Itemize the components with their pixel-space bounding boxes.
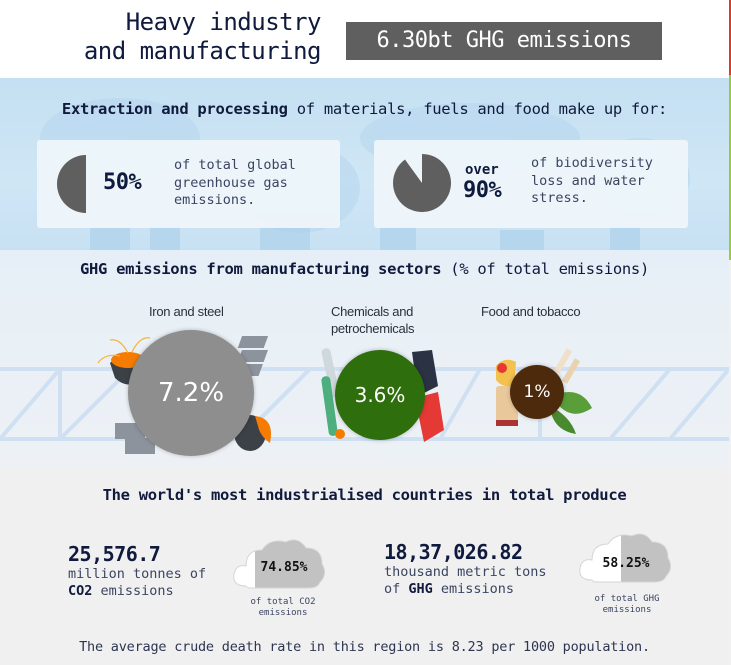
extraction-heading: Extraction and processing of materials, … <box>0 100 729 118</box>
stat-desc-line: loss and water <box>531 172 645 189</box>
co2-total-value: 25,576.7 <box>68 542 161 566</box>
cloud-icon <box>233 539 326 589</box>
desc-line: of GHG emissions <box>384 581 547 598</box>
stat-description: of biodiversity loss and water stress. <box>531 155 653 208</box>
food-tobacco-icon <box>496 348 592 434</box>
sector-label-line: Chemicals and <box>331 304 414 319</box>
ghg-share-value: 58.25% <box>602 556 650 571</box>
ghg-share-cloud: 58.25% <box>578 530 674 590</box>
title-line-2: and manufacturing <box>83 37 322 65</box>
stat-description: of total global greenhouse gas emissions… <box>174 157 296 210</box>
ghg-share-caption: of total GHG emissions <box>584 594 670 616</box>
stat-desc-line: of total global <box>174 157 296 173</box>
desc-line: thousand metric tons <box>384 564 547 580</box>
header: Heavy industry and manufacturing 6.30bt … <box>0 0 729 78</box>
sectors-section: GHG emissions from manufacturing sectors… <box>0 250 729 468</box>
half-pie-chart-icon <box>57 155 86 213</box>
sector-value-food-tobacco: 1% <box>510 365 564 419</box>
stat-desc-line: of biodiversity <box>531 155 653 171</box>
sectors-heading: GHG emissions from manufacturing sectors… <box>0 260 729 278</box>
cloud-icon <box>579 533 672 583</box>
stat-desc-line: emissions. <box>174 192 256 208</box>
extraction-heading-bold: Extraction and processing <box>61 100 288 118</box>
stat-value: 50% <box>103 170 142 195</box>
caption-line: emissions <box>602 605 652 615</box>
industrialised-heading: The world's most industrialised countrie… <box>102 486 627 504</box>
ghg-description: thousand metric tons of GHG emissions <box>384 564 547 597</box>
total-emissions-badge: 6.30bt GHG emissions <box>346 22 662 60</box>
stat-prefix: over <box>465 162 499 178</box>
co2-description: million tonnes of CO2 emissions <box>68 566 206 599</box>
desc-rest: emissions <box>432 580 515 597</box>
page-title: Heavy industry and manufacturing <box>83 8 322 66</box>
death-rate-note: The average crude death rate in this reg… <box>79 639 650 655</box>
caption-line: of total CO2 <box>250 597 316 607</box>
stat-card-biodiversity: over 90% of biodiversity loss and water … <box>374 140 688 228</box>
stat-card-ghg: 50% of total global greenhouse gas emiss… <box>37 140 340 228</box>
sector-value-chemicals: 3.6% <box>335 350 425 440</box>
stat-desc-line: stress. <box>531 190 588 206</box>
sector-label-line: petrochemicals <box>331 321 415 336</box>
stat-desc-line: greenhouse gas <box>174 174 288 191</box>
pie-chart-90-icon <box>393 154 452 212</box>
desc-bold: CO2 <box>68 582 93 599</box>
extraction-heading-rest: of materials, fuels and food make up for… <box>287 100 668 118</box>
stat-value: 90% <box>463 178 502 203</box>
sectors-heading-bold: GHG emissions from manufacturing sectors <box>79 260 442 278</box>
desc-bold: GHG <box>408 580 433 597</box>
co2-share-cloud: 74.85% <box>232 536 328 596</box>
desc-rest: emissions <box>92 582 174 599</box>
desc-pre: of <box>384 580 409 597</box>
sector-label-food-tobacco: Food and tobacco <box>481 304 581 319</box>
caption-line: of total GHG <box>594 594 660 604</box>
caption-line: emissions <box>258 608 308 618</box>
co2-share-caption: of total CO2 emissions <box>238 597 328 619</box>
right-edge-border <box>729 0 731 665</box>
sector-value-iron-steel: 7.2% <box>128 330 254 456</box>
sector-label-chemicals: Chemicals and petrochemicals <box>331 303 415 337</box>
ghg-total-value: 18,37,026.82 <box>384 540 523 564</box>
sector-label-iron-steel: Iron and steel <box>149 304 224 319</box>
industrialised-section: The world's most industrialised countrie… <box>0 468 729 665</box>
title-line-1: Heavy industry <box>125 8 322 36</box>
desc-line: CO2 emissions <box>68 583 206 600</box>
sectors-heading-rest: (% of total emissions) <box>441 260 649 278</box>
extraction-section: Extraction and processing of materials, … <box>0 78 729 250</box>
co2-share-value: 74.85% <box>260 560 308 575</box>
desc-line: million tonnes of <box>68 566 207 582</box>
